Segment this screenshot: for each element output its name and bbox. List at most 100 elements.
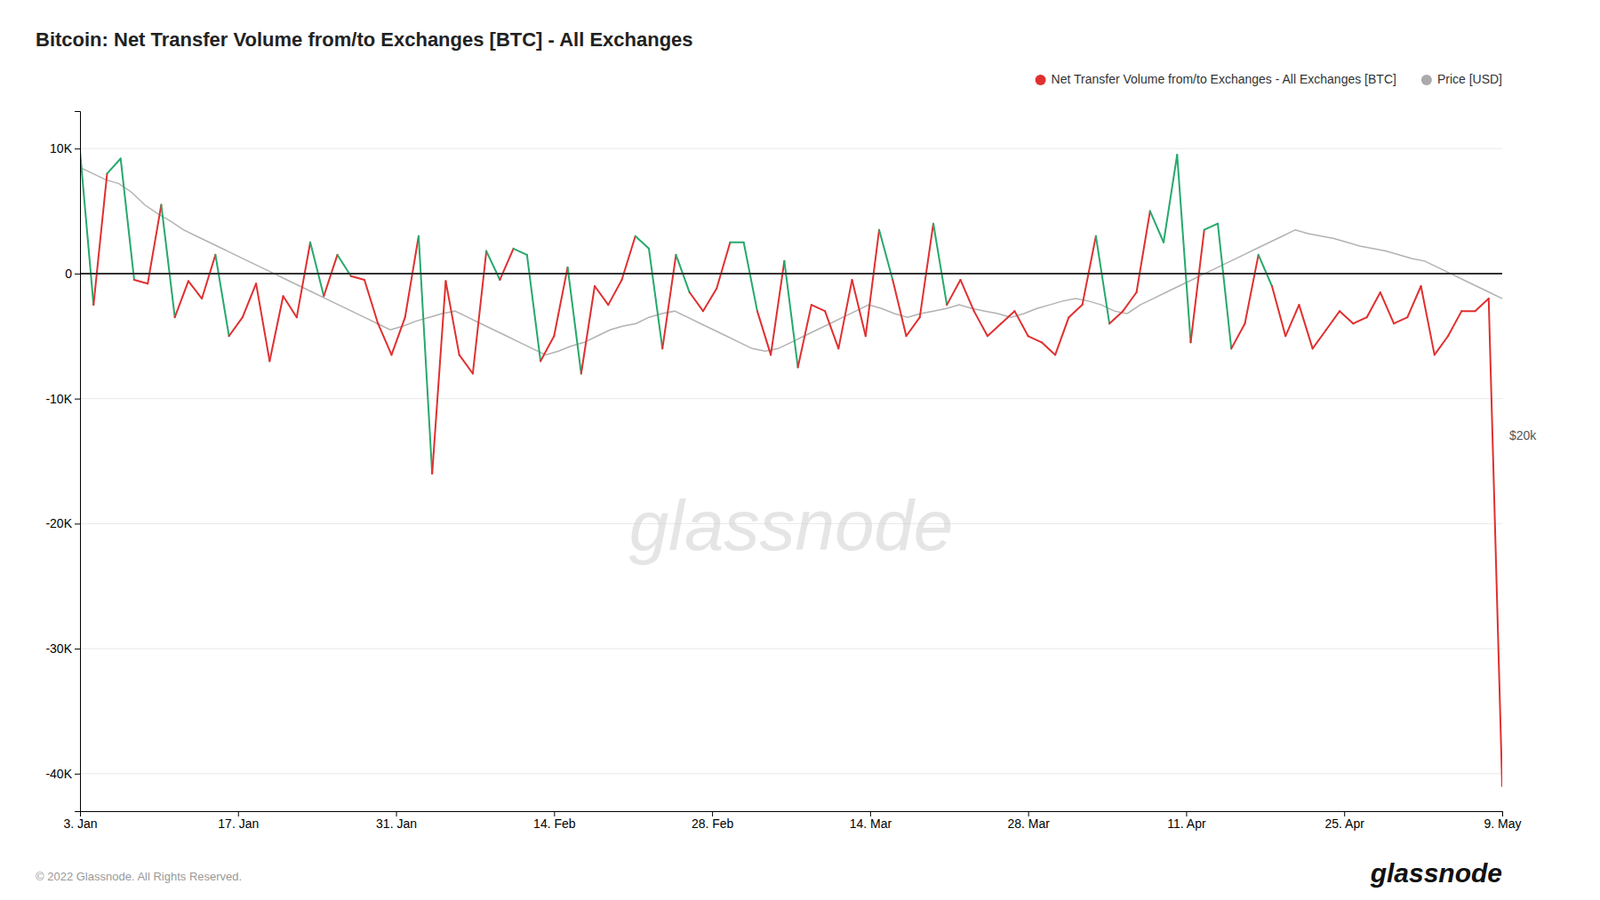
x-tick: 25. Apr [1325,811,1366,832]
line-segment [879,230,893,280]
line-segment [974,311,988,336]
line-segment [1407,286,1421,318]
y-tick-mark [74,399,80,400]
y-tick: -30K [45,641,80,656]
y-tick-mark [74,648,80,650]
series-segments [80,151,1503,787]
line-segment [744,242,758,312]
x-tick: 14. Mar [849,811,893,832]
line-segment [635,236,649,249]
line-segment [1028,336,1042,343]
line-segment [852,280,866,336]
line-segment [1421,286,1435,355]
line-segment [1488,298,1503,787]
legend-label: Net Transfer Volume from/to Exchanges - … [1051,72,1397,87]
line-segment [377,323,392,355]
x-axis: 3. Jan17. Jan31. Jan14. Feb28. Feb14. Ma… [63,811,1521,832]
title: Bitcoin: Net Transfer Volume from/to Exc… [35,28,694,51]
y-tick: 0 [64,266,80,281]
line-segment [175,280,189,318]
line-segment [1136,211,1151,293]
y-tick-label: -20K [45,516,72,531]
line-segment [865,230,880,337]
line-segment [987,323,1001,336]
line-segment [486,251,500,280]
line-segment [729,241,744,244]
line-segment [1367,292,1381,318]
line-segment [147,205,161,285]
line-segment [960,280,974,312]
y-tick-label: -40K [45,767,72,782]
line-segment [1163,154,1177,243]
line-segment [364,280,378,324]
line-segment [1298,304,1312,349]
line-segment [445,280,459,355]
x-tick-label: 31. Jan [376,816,417,832]
x-tick-label: 17. Jan [217,816,259,832]
line-segment [1217,224,1232,350]
x-tick-label: 11. Apr [1167,816,1207,832]
line-segment [296,242,311,318]
chart: Bitcoin: Net Transfer Volume from/to Exc… [0,0,1600,900]
legend-label: Price [USD] [1437,72,1503,87]
line-segment [757,311,771,355]
line-segment [1244,255,1258,324]
line-segment [553,267,568,336]
x-tick: 9. May [1483,811,1521,832]
line-segment [1380,292,1394,324]
plot-marks [80,151,1503,787]
line-segment [1434,336,1448,355]
legend: Net Transfer Volume from/to Exchanges - … [1035,72,1503,87]
line-segment [310,242,324,297]
x-axis-line [80,812,1504,818]
line-segment [1326,311,1340,330]
line-segment [472,251,487,375]
y-tick-label: -30K [45,641,72,656]
y-tick-mark [74,273,80,275]
line-segment [106,158,120,174]
logo: glassnode [1369,858,1503,888]
line-segment [811,304,825,312]
line-segment [527,255,541,362]
grid-line [80,148,1503,150]
legend-item: Net Transfer Volume from/to Exchanges - … [1035,72,1397,87]
line-segment [716,242,730,289]
y-tick-label: 0 [64,266,72,281]
line-segment [824,311,839,349]
line-segment [80,151,94,305]
line-segment [933,224,947,305]
line-segment [608,280,622,305]
grid-line [80,648,1503,650]
legend-swatch [1035,74,1047,86]
y-tick: 10K [49,141,80,156]
line-segment [134,280,148,284]
line-segment [201,255,216,299]
x-tick-label: 9. May [1483,816,1521,832]
x-tick-label: 28. Mar [1007,816,1050,832]
line-segment [1272,286,1286,336]
line-segment [1176,154,1191,343]
line-segment [1258,255,1272,287]
y-tick-label: 10K [49,141,73,156]
line-segment [838,280,852,349]
y-tick: -40K [45,767,80,782]
line-segment [1014,311,1028,336]
grid-line [80,272,1503,274]
x-tick-label: 25. Apr [1325,816,1366,832]
line-segment [1204,224,1218,231]
line-segment [229,317,243,336]
line-segment [1109,311,1123,324]
line-segment [689,292,704,312]
line-segment [513,248,528,256]
y-tick-mark [74,774,80,776]
y-tick-mark [74,148,80,150]
line-segment [418,236,432,474]
line-segment [351,276,365,280]
line-segment [1191,230,1205,344]
line-segment [703,288,717,312]
line-segment [1393,317,1408,324]
line-segment [1461,310,1475,312]
line-segment [283,296,297,318]
line-segment [1285,304,1299,336]
x-tick-label: 3. Jan [63,816,97,832]
